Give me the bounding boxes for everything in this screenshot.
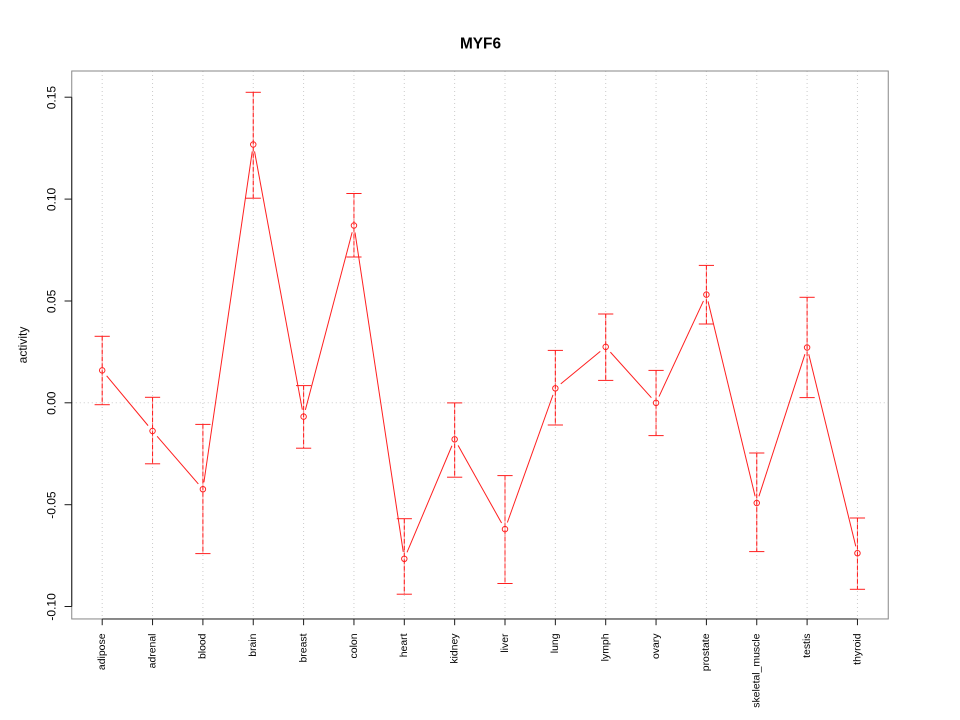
svg-text:thyroid: thyroid: [852, 633, 863, 665]
svg-text:MYF6: MYF6: [460, 35, 501, 52]
svg-text:blood: blood: [198, 633, 209, 659]
svg-text:colon: colon: [349, 633, 360, 658]
svg-text:-0.05: -0.05: [44, 491, 58, 519]
svg-text:0.05: 0.05: [44, 289, 58, 313]
svg-text:-0.10: -0.10: [44, 593, 58, 621]
svg-text:activity: activity: [16, 327, 30, 364]
svg-text:heart: heart: [399, 633, 410, 657]
svg-text:adrenal: adrenal: [147, 634, 158, 669]
svg-text:testis: testis: [802, 634, 813, 658]
svg-text:adipose: adipose: [97, 633, 108, 670]
svg-text:0.10: 0.10: [44, 187, 58, 211]
svg-text:breast: breast: [298, 633, 309, 662]
svg-text:0.00: 0.00: [44, 391, 58, 415]
svg-text:lung: lung: [550, 633, 561, 653]
svg-text:0.15: 0.15: [44, 86, 58, 110]
svg-text:brain: brain: [248, 633, 259, 656]
svg-text:prostate: prostate: [701, 633, 712, 671]
svg-text:lymph: lymph: [601, 633, 612, 661]
svg-text:skeletal_muscle: skeletal_muscle: [752, 633, 763, 707]
svg-text:liver: liver: [500, 633, 511, 653]
svg-text:ovary: ovary: [651, 633, 662, 659]
svg-text:kidney: kidney: [449, 633, 460, 664]
